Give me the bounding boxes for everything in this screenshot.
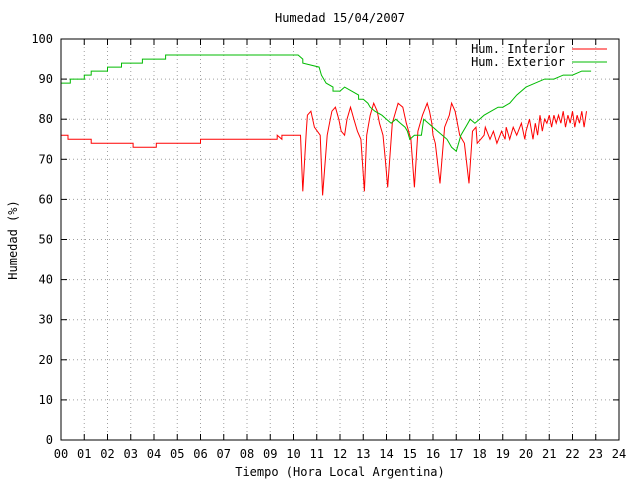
y-tick-label: 90 [39,72,53,86]
legend-label: Hum. Exterior [471,55,565,69]
x-tick-label: 16 [426,447,440,461]
series-lines [61,54,592,196]
y-tick-label: 10 [39,393,53,407]
x-tick-label: 17 [449,447,463,461]
x-tick-label: 06 [193,447,207,461]
x-tick-label: 24 [612,447,626,461]
legend-label: Hum. Interior [471,42,565,56]
y-tick-label: 50 [39,233,53,247]
x-axis-label: Tiempo (Hora Local Argentina) [235,465,445,479]
chart-title: Humedad 15/04/2007 [275,11,405,25]
x-tick-label: 05 [170,447,184,461]
x-tick-label: 21 [542,447,556,461]
x-tick-label: 13 [356,447,370,461]
y-tick-label: 20 [39,353,53,367]
y-tick-label: 40 [39,273,53,287]
x-tick-label: 18 [472,447,486,461]
y-tick-label: 70 [39,152,53,166]
y-tick-labels: 0 10 20 30 40 50 60 70 80 90 100 [31,32,53,447]
x-tick-label: 10 [286,447,300,461]
x-tick-label: 11 [310,447,324,461]
x-tick-label: 23 [589,447,603,461]
y-tick-label: 0 [46,433,53,447]
x-tick-label: 15 [403,447,417,461]
y-tick-label: 60 [39,192,53,206]
x-tick-label: 01 [77,447,91,461]
x-tick-label: 08 [240,447,254,461]
plot-frame [60,38,620,441]
y-tick-label: 30 [39,313,53,327]
y-tick-label: 100 [31,32,53,46]
x-tick-label: 04 [147,447,161,461]
x-tick-label: 00 [54,447,68,461]
x-tick-label: 12 [333,447,347,461]
x-tick-label: 20 [519,447,533,461]
x-tick-label: 19 [496,447,510,461]
series-line-exterior [61,54,592,153]
x-tick-label: 03 [124,447,138,461]
series-line-interior [61,101,587,196]
x-tick-label: 22 [565,447,579,461]
x-tick-label: 14 [379,447,393,461]
x-tick-label: 02 [100,447,114,461]
grid-lines [61,39,619,440]
x-tick-label: 07 [217,447,231,461]
y-axis-label: Humedad (%) [6,200,20,279]
x-tick-label: 09 [263,447,277,461]
y-tick-label: 80 [39,112,53,126]
x-tick-labels: 00 01 02 03 04 05 06 07 08 09 10 11 12 13 14 15 16 17 18 19… [54,447,626,461]
